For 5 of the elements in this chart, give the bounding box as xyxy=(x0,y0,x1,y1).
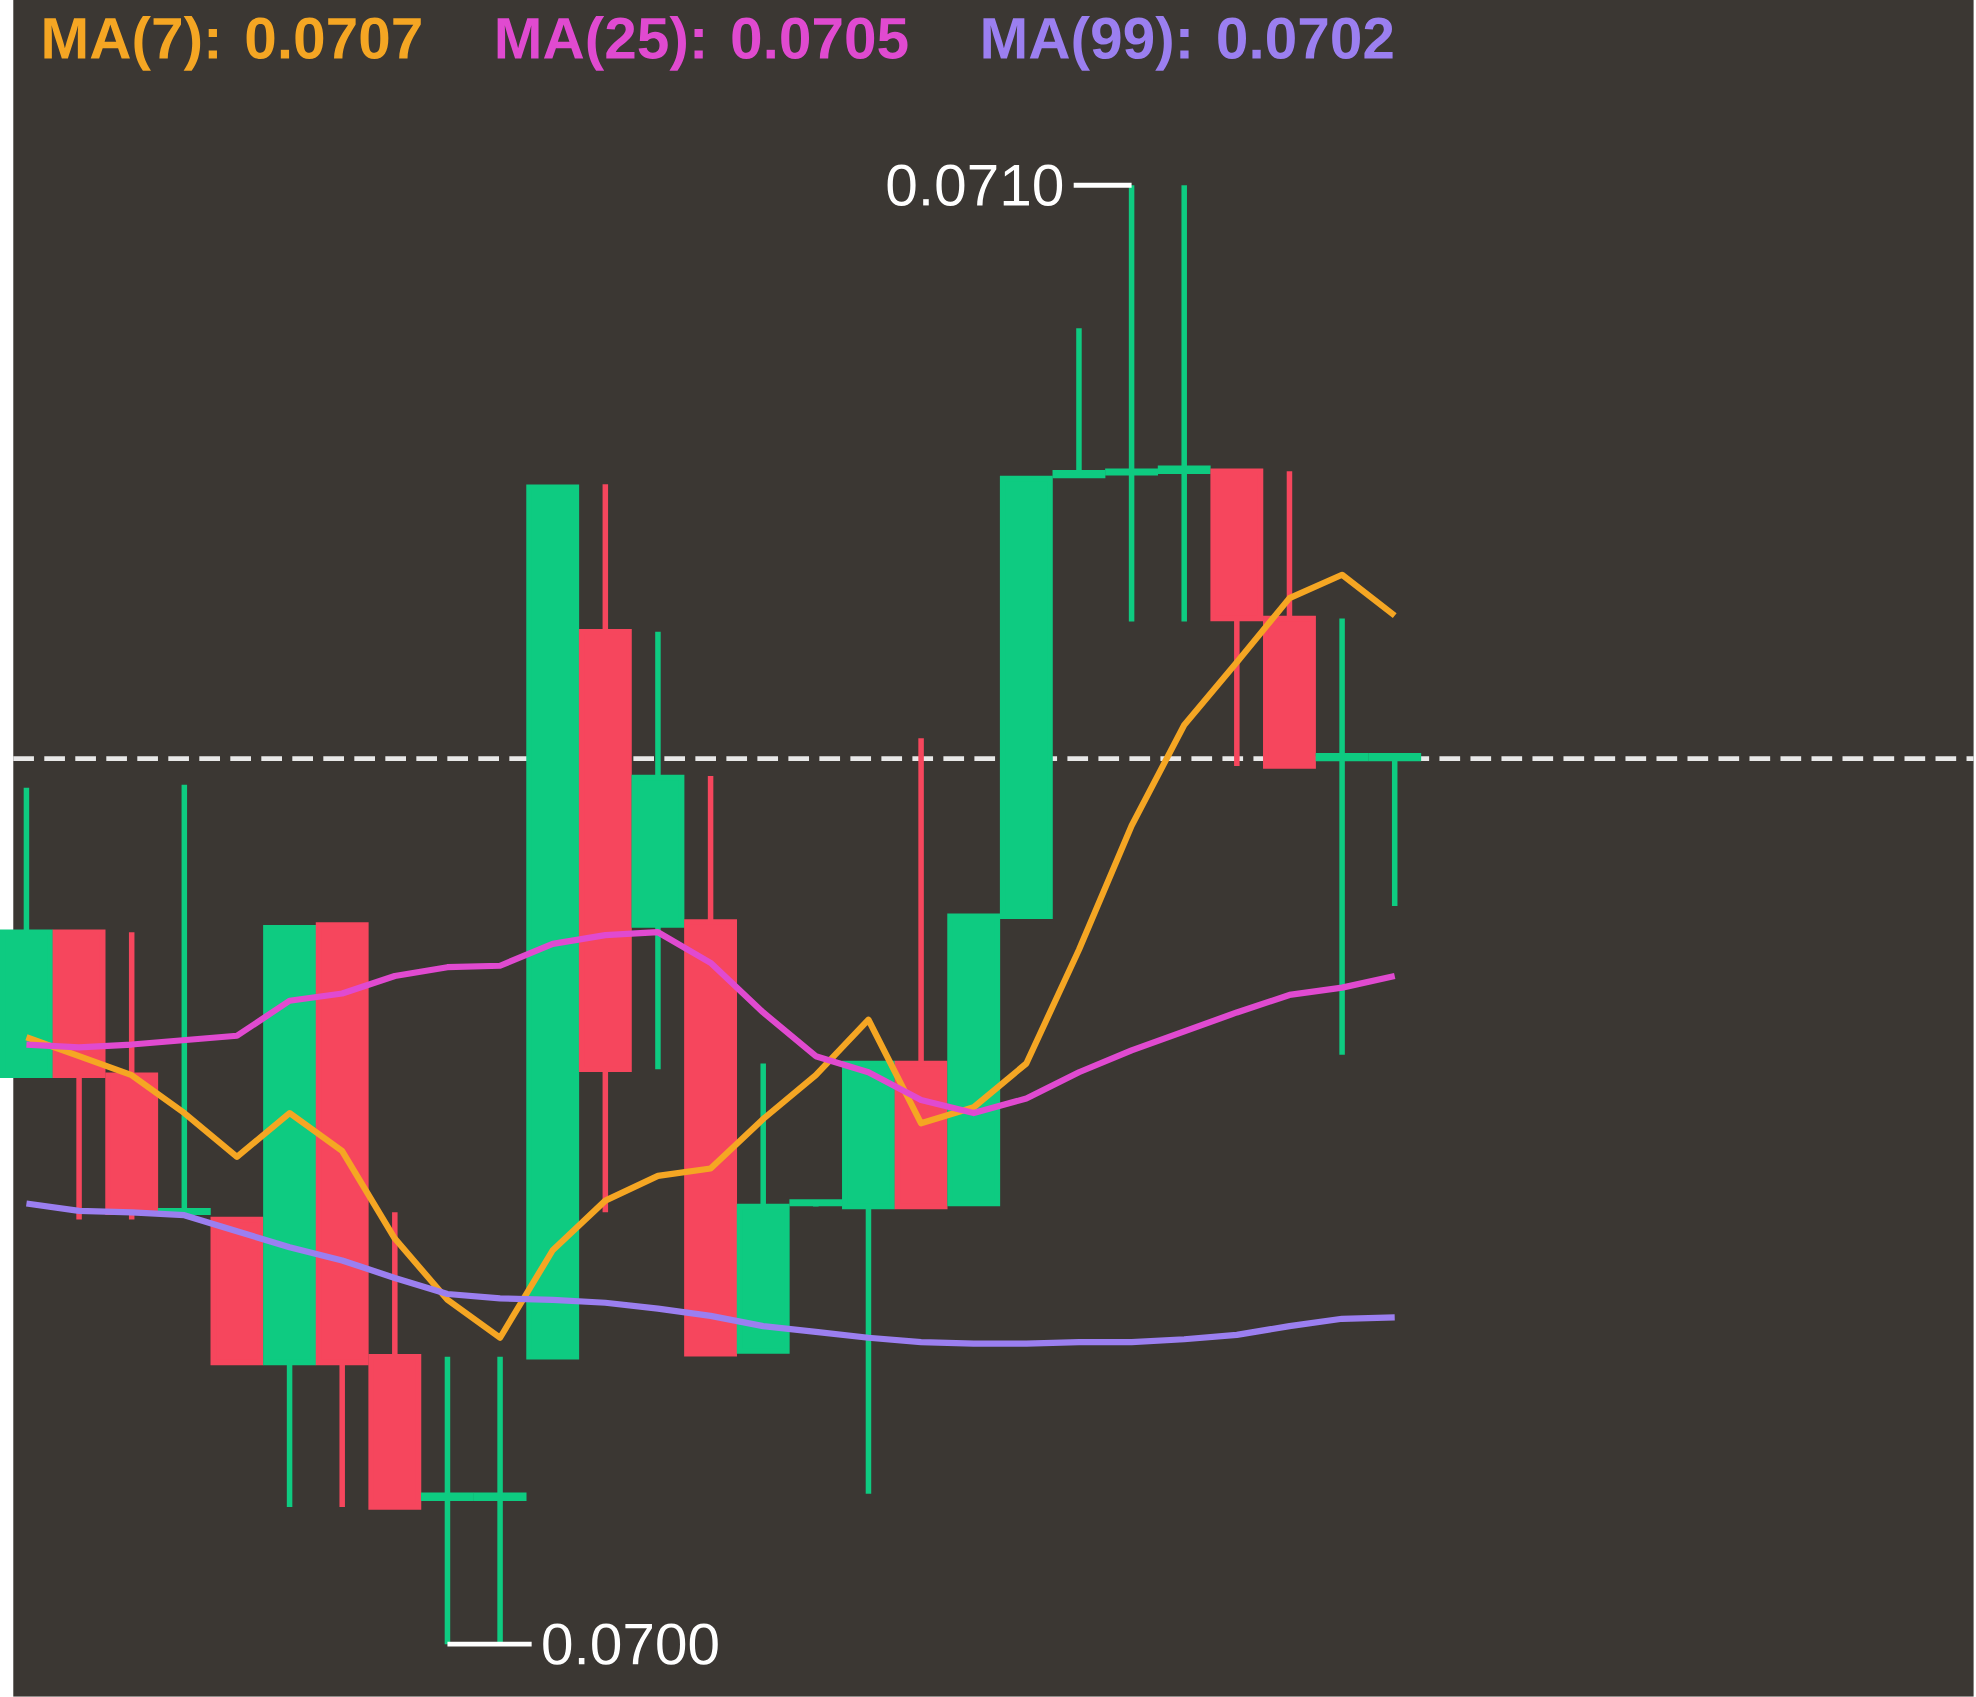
text: MA(7): 0.0707 xyxy=(44,16,421,71)
annotation: 0.0710 xyxy=(887,164,1063,207)
text: MA(99): 0.0702 xyxy=(983,16,1393,71)
text: MA(25): 0.0705 xyxy=(497,16,908,71)
annotation: 0.0700 xyxy=(543,1623,718,1666)
